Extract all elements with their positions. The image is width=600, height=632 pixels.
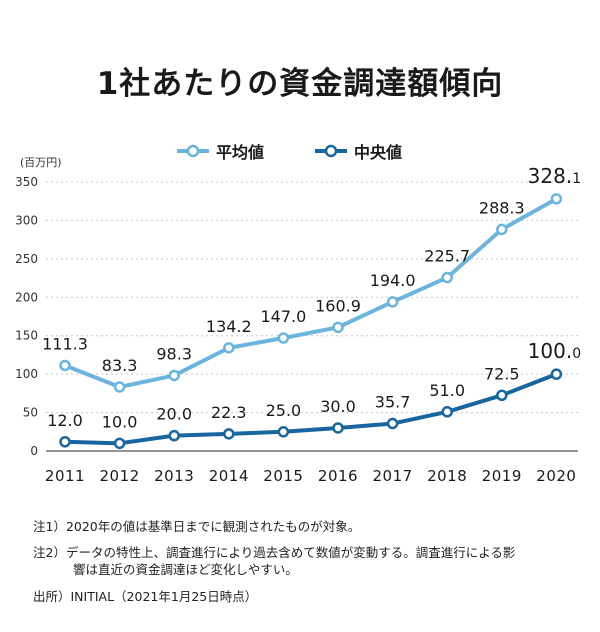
data-point-median <box>332 422 344 434</box>
data-label-median: 51.0 <box>429 381 465 400</box>
data-label-mean: 160.9 <box>315 296 361 315</box>
legend-swatch-mean <box>177 144 209 158</box>
data-label-median: 25.0 <box>266 401 302 420</box>
data-point-mean <box>386 296 399 308</box>
note-2-line-2: 響は直近の資金調達ほど変化しやすい。 <box>73 562 298 577</box>
line-chart: 0 50 100 150 200 250 300 350 2011 2012 2013 2014 201… <box>15 164 581 485</box>
y-axis-unit: (百万円) <box>20 156 62 169</box>
data-label-mean: 134.2 <box>206 317 252 336</box>
data-point-median <box>168 429 180 442</box>
data-point-median <box>550 368 563 380</box>
y-tick-label: 300 <box>15 213 38 227</box>
data-label-mean: 194.0 <box>370 271 416 290</box>
data-label-mean: 83.3 <box>102 356 138 375</box>
y-tick-label: 200 <box>15 290 38 304</box>
data-point-mean <box>441 271 453 284</box>
y-tick-label: 350 <box>15 175 38 189</box>
data-point-median <box>113 437 126 450</box>
data-label-mean: 288.3 <box>479 198 525 217</box>
data-label-mean: 111.3 <box>42 334 88 353</box>
x-tick-label: 2018 <box>427 467 467 485</box>
legend-label-median: 中央値 <box>354 143 403 162</box>
legend-item-mean: 平均値 <box>176 136 264 166</box>
data-label-median: 35.7 <box>375 393 411 412</box>
data-label-median: 12.0 <box>47 411 83 430</box>
data-label-mean: 225.7 <box>424 247 470 266</box>
note-1: 注1）2020年の値は基準日までに観測されたものが対象。 <box>33 519 361 534</box>
data-label-median: 72.5 <box>484 364 520 383</box>
data-label-median: 20.0 <box>156 405 192 424</box>
x-tick-label: 2016 <box>318 467 358 485</box>
x-tick-label: 2012 <box>100 467 140 485</box>
data-label-mean: 328.1 <box>528 164 581 188</box>
data-label-median: 22.3 <box>211 403 247 422</box>
data-label-median: 30.0 <box>320 397 356 416</box>
data-point-mean <box>113 381 126 393</box>
chart-title: 1社あたりの資金調達額傾向 <box>96 66 504 102</box>
x-tick-label: 2011 <box>45 467 85 485</box>
x-tick-label: 2017 <box>373 467 413 485</box>
data-point-mean <box>277 332 290 344</box>
data-point-median <box>496 389 508 402</box>
x-tick-label: 2020 <box>536 467 576 485</box>
data-point-mean <box>59 359 71 372</box>
x-tick-label: 2019 <box>482 467 522 485</box>
series-line-median <box>63 372 559 446</box>
data-point-mean <box>496 223 508 236</box>
data-label-median: 100.0 <box>528 339 581 363</box>
data-point-median <box>441 406 453 418</box>
data-point-mean <box>168 369 180 382</box>
y-tick-label: 250 <box>15 252 38 266</box>
data-point-mean <box>332 321 344 334</box>
data-label-median: 10.0 <box>102 412 138 431</box>
data-point-mean <box>223 342 235 354</box>
y-tick-label: 150 <box>15 329 38 343</box>
data-point-mean <box>550 193 563 205</box>
legend-swatch-median <box>315 144 347 158</box>
y-tick-label: 100 <box>15 367 38 381</box>
y-tick-label: 0 <box>30 444 38 458</box>
data-point-median <box>59 436 71 448</box>
x-tick-label: 2015 <box>263 467 303 485</box>
legend-label-mean: 平均値 <box>216 143 265 162</box>
note-2: 注2）データの特性上、調査進行により過去含めて数値が変動する。調査進行による影 … <box>33 544 578 578</box>
x-tick-label: 2013 <box>154 467 194 485</box>
data-label-mean: 98.3 <box>156 344 192 363</box>
source-note: 出所）INITIAL（2021年1月25日時点） <box>33 589 258 604</box>
note-2-line-1: 注2）データの特性上、調査進行により過去含めて数値が変動する。調査進行による影 <box>33 545 516 560</box>
data-label-mean: 147.0 <box>260 307 306 326</box>
legend: 平均値 中央値 <box>0 136 600 166</box>
legend-item-median: 中央値 <box>314 136 402 166</box>
data-point-median <box>277 426 290 438</box>
data-point-median <box>386 417 399 430</box>
data-point-median <box>223 428 235 440</box>
x-tick-label: 2014 <box>209 467 249 485</box>
series-line-mean <box>63 196 559 389</box>
y-tick-label: 50 <box>23 406 38 420</box>
